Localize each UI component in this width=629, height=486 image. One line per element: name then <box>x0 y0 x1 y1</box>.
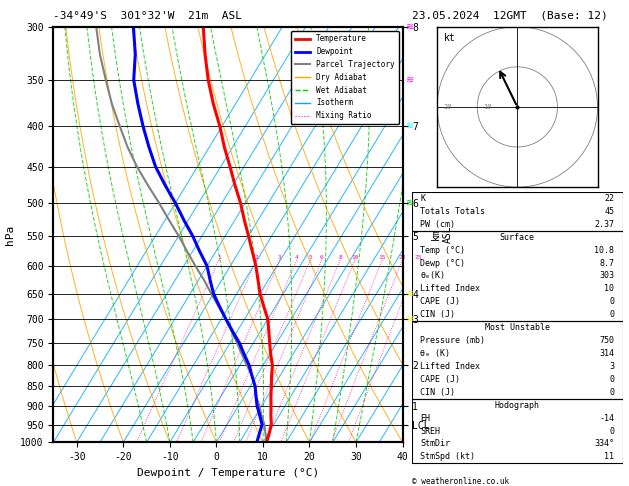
Text: 8: 8 <box>338 255 342 260</box>
Text: 2.37: 2.37 <box>594 220 615 229</box>
Text: Pressure (mb): Pressure (mb) <box>420 336 486 345</box>
Text: 2: 2 <box>255 255 259 260</box>
Text: 4: 4 <box>295 255 299 260</box>
Bar <box>412 192 623 231</box>
Text: ≋: ≋ <box>406 121 414 131</box>
Text: Surface: Surface <box>500 233 535 242</box>
Text: SREH: SREH <box>420 427 440 435</box>
Text: 3: 3 <box>278 255 282 260</box>
Text: Hodograph: Hodograph <box>495 400 540 410</box>
Text: 23.05.2024  12GMT  (Base: 12): 23.05.2024 12GMT (Base: 12) <box>412 11 608 21</box>
Text: 22: 22 <box>604 194 615 203</box>
Text: 10: 10 <box>351 255 359 260</box>
Text: 0: 0 <box>610 388 615 397</box>
Text: θₑ (K): θₑ (K) <box>420 349 450 358</box>
Text: ≋: ≋ <box>406 314 414 324</box>
Text: 25: 25 <box>415 255 422 260</box>
Text: K: K <box>420 194 425 203</box>
Text: CAPE (J): CAPE (J) <box>420 297 460 306</box>
Legend: Temperature, Dewpoint, Parcel Trajectory, Dry Adiabat, Wet Adiabat, Isotherm, Mi: Temperature, Dewpoint, Parcel Trajectory… <box>291 31 399 124</box>
Text: 8.7: 8.7 <box>599 259 615 268</box>
Text: CIN (J): CIN (J) <box>420 388 455 397</box>
X-axis label: Dewpoint / Temperature (°C): Dewpoint / Temperature (°C) <box>137 468 319 478</box>
Text: Most Unstable: Most Unstable <box>485 323 550 332</box>
Text: 303: 303 <box>599 272 615 280</box>
Text: 10: 10 <box>604 284 615 294</box>
Text: ≋: ≋ <box>406 22 414 32</box>
Text: 6: 6 <box>320 255 323 260</box>
Text: 20: 20 <box>398 255 406 260</box>
Y-axis label: hPa: hPa <box>4 225 14 244</box>
Text: -14: -14 <box>599 414 615 423</box>
Text: Temp (°C): Temp (°C) <box>420 245 465 255</box>
Text: 1: 1 <box>217 255 221 260</box>
Text: Dewp (°C): Dewp (°C) <box>420 259 465 268</box>
Text: 11: 11 <box>604 452 615 461</box>
Text: Lifted Index: Lifted Index <box>420 362 481 371</box>
Text: © weatheronline.co.uk: © weatheronline.co.uk <box>412 477 509 486</box>
Text: 45: 45 <box>604 207 615 216</box>
Text: 750: 750 <box>599 336 615 345</box>
Text: Totals Totals: Totals Totals <box>420 207 486 216</box>
Text: CAPE (J): CAPE (J) <box>420 375 460 384</box>
Text: ≋: ≋ <box>406 75 414 85</box>
Text: 0: 0 <box>610 297 615 306</box>
Bar <box>412 231 623 321</box>
Text: 5: 5 <box>308 255 312 260</box>
Text: 3: 3 <box>610 362 615 371</box>
Text: Lifted Index: Lifted Index <box>420 284 481 294</box>
Text: 0: 0 <box>610 375 615 384</box>
Text: PW (cm): PW (cm) <box>420 220 455 229</box>
Text: StmSpd (kt): StmSpd (kt) <box>420 452 476 461</box>
Text: 314: 314 <box>599 349 615 358</box>
Text: ≋: ≋ <box>406 289 414 298</box>
Y-axis label: km
ASL: km ASL <box>431 226 453 243</box>
Bar <box>412 321 623 399</box>
Text: CIN (J): CIN (J) <box>420 310 455 319</box>
Text: 334°: 334° <box>594 439 615 449</box>
Text: ≋: ≋ <box>406 198 414 208</box>
Text: θₑ(K): θₑ(K) <box>420 272 445 280</box>
Text: -34°49'S  301°32'W  21m  ASL: -34°49'S 301°32'W 21m ASL <box>53 11 242 21</box>
Bar <box>412 399 623 463</box>
Text: StmDir: StmDir <box>420 439 450 449</box>
Text: EH: EH <box>420 414 430 423</box>
Text: 0: 0 <box>610 427 615 435</box>
Text: 15: 15 <box>379 255 386 260</box>
Text: 0: 0 <box>610 310 615 319</box>
Text: 10: 10 <box>483 104 492 110</box>
Text: 10.8: 10.8 <box>594 245 615 255</box>
Text: kt: kt <box>443 33 455 43</box>
Text: 20: 20 <box>443 104 452 110</box>
